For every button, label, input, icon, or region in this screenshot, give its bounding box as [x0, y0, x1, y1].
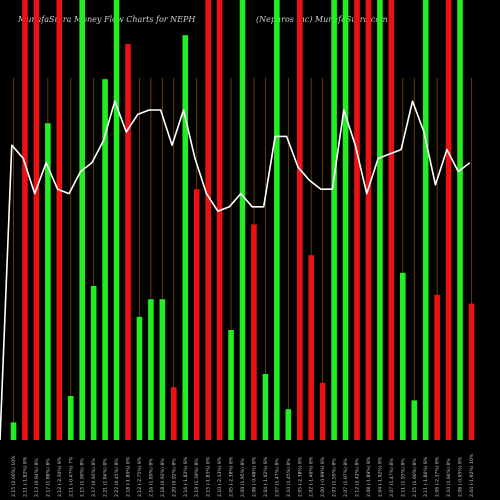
x-tick-label: 2.02 (-1.46%) 8% — [309, 456, 315, 497]
money-outflow-bar — [319, 382, 326, 440]
money-outflow-bar — [125, 44, 131, 440]
x-tick-label: 2.05 (-2.38%) 8% — [229, 456, 235, 497]
money-inflow-bar — [10, 422, 17, 440]
money-inflow-bar — [79, 0, 85, 440]
x-tick-label: 2.04 (-1.92%) 8% — [377, 456, 383, 497]
money-inflow-bar — [102, 79, 108, 440]
money-inflow-bar — [262, 374, 269, 440]
x-tick-label: 2.17 (1.88%) 8% — [45, 458, 51, 497]
money-inflow-bar — [274, 0, 280, 440]
money-inflow-bar — [148, 299, 154, 440]
x-tick-label: 2.16 (1.89%) 8% — [148, 458, 154, 497]
x-tick-label: 2.08 (-0.95%) 8% — [458, 456, 464, 497]
money-outflow-bar — [296, 0, 303, 440]
money-inflow-bar — [113, 0, 120, 440]
money-inflow-bar — [342, 0, 349, 440]
x-tick-label: 2.12 (2.42%) 8% — [355, 458, 361, 497]
money-inflow-bar — [182, 35, 189, 440]
money-inflow-bar — [67, 396, 74, 440]
x-tick-label: 2.12 (-2.30%) 8% — [57, 456, 63, 497]
money-inflow-bar — [159, 299, 166, 440]
money-inflow-bar — [45, 123, 51, 440]
x-tick-label: 2.16 (-1.82%) 8% — [183, 456, 189, 497]
x-tick-label: 2.11 (1.93%) 8% — [400, 458, 406, 497]
money-inflow-bar — [457, 0, 463, 440]
money-outflow-bar — [205, 0, 211, 440]
x-tick-label: 2.10 (1.45%) 8% — [286, 458, 292, 497]
money-outflow-bar — [22, 0, 28, 440]
money-outflow-bar — [468, 303, 475, 440]
money-outflow-bar — [171, 387, 177, 440]
x-tick-label: 2.12 (-2.75%) 8% — [137, 456, 143, 497]
money-outflow-bar — [365, 0, 372, 440]
x-tick-label: 2.03 (1.50%) 8% — [332, 458, 338, 497]
money-outflow-bar — [56, 0, 63, 440]
x-tick-label: 2.08 (-0.48%) 8% — [251, 456, 257, 497]
money-outflow-bar — [308, 255, 314, 440]
money-outflow-bar — [33, 0, 40, 440]
x-tick-label: 2.18 (0.93%) 8% — [160, 458, 166, 497]
x-tick-label: 2.15 (2.00%) 10% — [11, 455, 17, 497]
money-outflow-bar — [193, 189, 200, 440]
money-inflow-bar — [228, 330, 234, 440]
x-tick-label: 2.17 (0.93%) 8% — [91, 458, 97, 497]
money-outflow-bar — [388, 0, 395, 440]
money-inflow-bar — [90, 286, 97, 440]
x-tick-label: 2.20 (0.92%) 8% — [171, 458, 177, 497]
money-inflow-bar — [285, 409, 292, 440]
x-tick-label: 2.09 (1.95%) 8% — [240, 458, 246, 497]
x-tick-label: 2.22 (0.45%) 8% — [114, 458, 120, 497]
x-tick-label: 2.00 (-0.99%) 8% — [320, 456, 326, 497]
money-flow-line — [0, 100, 471, 441]
x-tick-label: 2.10 (1.94%) 8% — [446, 458, 452, 497]
chart-title: MunafaSutra Money Flow Charts for NEPH — [18, 15, 196, 24]
x-tick-label: 2.07 (1.47%) 8% — [274, 458, 280, 497]
x-tick-label: 2.06 (-2.37%) 8% — [435, 456, 441, 497]
chart-subtitle: (Nephros Inc) MunafaSutra.com — [256, 15, 388, 24]
x-tick-label: 2.11 (-1.86%) 8% — [423, 456, 429, 497]
x-tick-label: 2.13 (0.94%) 8% — [34, 458, 40, 497]
x-tick-label: 2.04 (-1.92%) 10% — [469, 453, 475, 497]
x-tick-label: 2.07 (1.47%) 8% — [389, 458, 395, 497]
money-outflow-bar — [445, 0, 452, 440]
money-inflow-bar — [422, 0, 429, 440]
money-inflow-bar — [400, 272, 406, 440]
x-tick-label: 2.15 (1.90%) 8% — [80, 458, 86, 497]
money-inflow-bar — [331, 0, 337, 440]
money-outflow-bar — [354, 0, 360, 440]
money-outflow-bar — [434, 294, 440, 440]
money-inflow-bar — [136, 316, 143, 440]
money-inflow-bar — [239, 0, 246, 440]
money-outflow-bar — [251, 224, 257, 440]
x-tick-label: 2.18 (-1.80%) 8% — [126, 456, 132, 497]
x-tick-label: 2.21 (1.84%) 8% — [103, 458, 109, 497]
x-tick-label: 2.19 (1.39%) 8% — [194, 458, 200, 497]
x-tick-label: 2.15 (1.90%) 8% — [412, 458, 418, 497]
x-tick-label: 2.04 (-1.92%) 8% — [263, 456, 269, 497]
x-tick-label: 2.07 (1.97%) 8% — [343, 458, 349, 497]
x-tick-label: 2.10 (-2.33%) 8% — [217, 456, 223, 497]
money-inflow-bar — [377, 0, 383, 440]
money-outflow-bar — [216, 0, 223, 440]
x-tick-label: 2.15 (-1.83%) 8% — [206, 456, 212, 497]
x-tick-label: 2.11 (-1.82%) 8% — [22, 456, 28, 497]
x-tick-label: 2.05 (-2.38%) 8% — [297, 456, 303, 497]
x-tick-label: 2.08 (-1.89%) 8% — [366, 456, 372, 497]
x-tick-label: 2.11 (-0.47%) 7% — [68, 456, 74, 497]
money-inflow-bar — [411, 400, 418, 440]
